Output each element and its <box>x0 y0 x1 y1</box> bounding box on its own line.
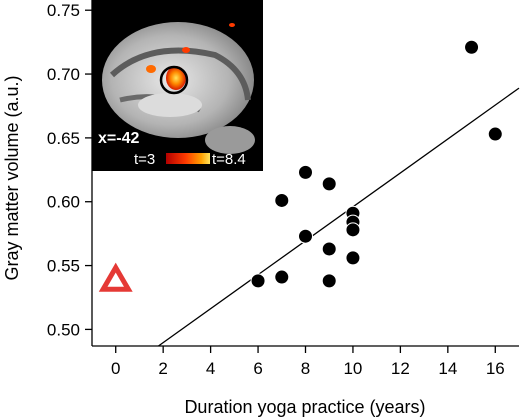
y-axis-ticks: 0.50 0.55 0.60 0.65 0.70 0.75 <box>47 1 92 339</box>
t-min-label: t=3 <box>134 151 155 168</box>
x-axis-title: Duration yoga practice (years) <box>184 397 425 417</box>
x-tick-label: 8 <box>301 359 310 378</box>
y-tick-label: 0.70 <box>47 65 80 84</box>
t-colorbar <box>166 153 210 164</box>
x-tick-label: 10 <box>343 359 362 378</box>
data-point <box>345 222 361 238</box>
regression-line <box>158 87 520 347</box>
data-point <box>464 39 480 55</box>
data-point <box>274 192 290 208</box>
x-tick-label: 4 <box>206 359 215 378</box>
y-tick-label: 0.50 <box>47 320 80 339</box>
data-point <box>274 269 290 285</box>
y-tick-label: 0.75 <box>47 1 80 20</box>
data-point <box>345 250 361 266</box>
x-tick-label: 14 <box>438 359 457 378</box>
region-highlight-circle <box>159 65 189 95</box>
slice-coordinate-label: x=-42 <box>98 130 139 147</box>
data-points <box>250 39 503 289</box>
data-point <box>487 126 503 142</box>
data-point <box>321 273 337 289</box>
t-max-label: t=8.4 <box>212 151 246 168</box>
y-tick-label: 0.65 <box>47 129 80 148</box>
x-tick-label: 6 <box>253 359 262 378</box>
data-point <box>250 273 266 289</box>
x-tick-label: 2 <box>158 359 167 378</box>
brain-mri-inset: x=-42 t=3 t=8.4 <box>92 0 263 171</box>
data-point <box>321 241 337 257</box>
y-tick-label: 0.60 <box>47 193 80 212</box>
data-point <box>298 164 313 180</box>
y-axis-title: Gray matter volume (a.u.) <box>2 75 22 280</box>
x-tick-label: 16 <box>486 359 505 378</box>
x-axis-ticks: 0 2 4 6 8 10 12 14 16 <box>111 346 505 378</box>
data-point <box>298 228 313 244</box>
y-tick-label: 0.55 <box>47 257 80 276</box>
control-group-triangle-marker <box>98 262 133 292</box>
x-tick-label: 12 <box>391 359 410 378</box>
x-tick-label: 0 <box>111 359 120 378</box>
data-point <box>321 176 337 192</box>
